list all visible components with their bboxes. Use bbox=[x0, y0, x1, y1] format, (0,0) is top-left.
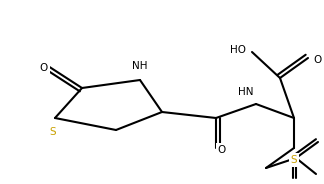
Text: O: O bbox=[218, 145, 226, 155]
Text: O: O bbox=[314, 55, 322, 65]
Text: O: O bbox=[40, 63, 48, 73]
Text: S: S bbox=[50, 127, 56, 137]
Text: HN: HN bbox=[238, 87, 254, 97]
Text: HO: HO bbox=[230, 45, 246, 55]
Text: NH: NH bbox=[132, 61, 148, 71]
Text: S: S bbox=[291, 155, 297, 165]
